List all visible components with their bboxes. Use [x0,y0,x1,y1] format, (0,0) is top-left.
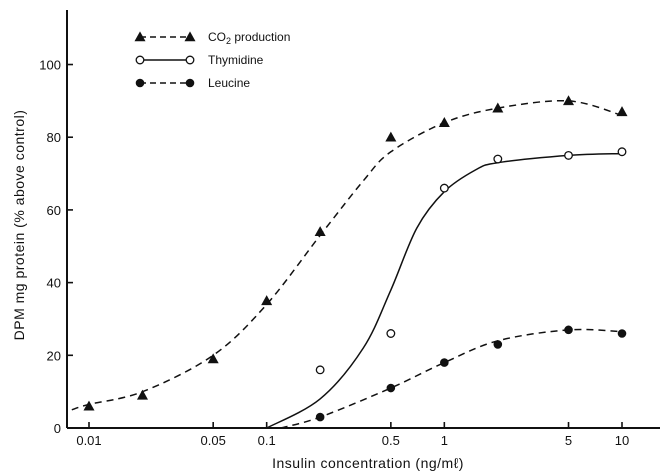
legend-label: CO2 production [208,30,290,46]
leucine-point [617,329,627,338]
thymidine-point [315,365,325,375]
legend-item-co2-production: CO2 production [134,30,290,46]
x-tick-label: 0.5 [382,433,400,448]
legend-marker-start [135,55,145,65]
curves [71,99,623,429]
leucine-point [493,340,503,349]
y-tick-label: 80 [47,130,61,145]
thymidine-point [493,154,503,164]
co2-production-point [261,295,273,306]
legend-marker-start [134,31,146,42]
leucine-point [315,412,325,422]
x-tick-label: 0.05 [201,433,226,448]
legend-marker-end [184,31,196,42]
leucine-point [564,325,573,335]
legend-marker-start [135,78,145,88]
x-tick-label: 0.1 [258,433,276,448]
legend: CO2 production Thymidine Leucine [134,30,290,90]
y-tick-label: 40 [47,276,61,291]
legend-label: Leucine [208,76,250,90]
co2-production-point [616,106,628,117]
co2-production-point [207,353,219,364]
co2-production-curve [71,99,623,411]
co2-production-point [136,389,148,400]
leucine-point [386,383,396,393]
x-tick-label: 5 [565,433,572,448]
thymidine-point [439,183,449,193]
legend-marker-end [185,78,195,88]
legend-marker-end [185,55,195,65]
co2-production-point [385,131,397,142]
legend-label: Thymidine [208,53,264,67]
thymidine-point [386,329,396,338]
leucine-point [440,358,449,367]
y-tick-label: 60 [47,203,61,218]
co2-production-point [314,226,326,237]
x-tick-label: 1 [441,433,448,448]
axes [66,10,660,429]
y-tick-label: 20 [47,348,61,363]
markers [83,95,628,422]
co2-production-point [492,102,504,113]
co2-production-point [438,117,450,127]
y-axis-title: DPM mg protein (% above control) [11,110,27,341]
thymidine-point [617,147,627,157]
co2-production-point [83,400,95,411]
thymidine-point [564,150,573,160]
thymidine-curve [266,152,623,429]
y-tick-label: 100 [39,58,61,73]
x-axis-title: Insulin concentration (ng/mℓ) [272,455,464,471]
legend-item-leucine: Leucine [135,76,250,90]
leucine-curve [280,328,623,429]
legend-item-thymidine: Thymidine [135,53,264,67]
x-tick-label: 10 [615,433,629,448]
co2-production-point [563,95,575,106]
y-tick-label: 0 [54,421,61,436]
x-tick-label: 0.01 [76,433,101,448]
